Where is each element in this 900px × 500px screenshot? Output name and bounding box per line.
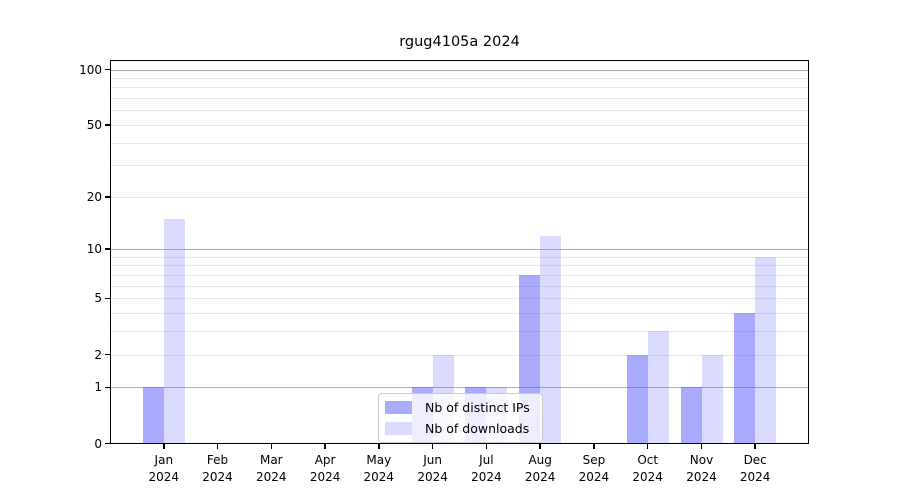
- y-tick-mark: [105, 68, 110, 71]
- y-tick-label: 0: [94, 436, 102, 451]
- bar-downloads: [701, 354, 723, 444]
- plot-area: Nb of distinct IPs Nb of downloads: [110, 60, 809, 444]
- y-tick-label: 1: [94, 380, 102, 395]
- y-tick-label: 50: [86, 117, 102, 132]
- x-tick-label: Jun 2024: [417, 453, 448, 484]
- y-tick-mark: [105, 124, 110, 126]
- y-tick-mark: [105, 386, 110, 389]
- bar-distinct-ips: [626, 354, 648, 444]
- y-tick-mark: [105, 196, 110, 198]
- gridline-minor: [110, 354, 809, 356]
- x-tick-mark: [700, 444, 703, 449]
- x-tick-label: Sep 2024: [578, 453, 610, 484]
- bar-distinct-ips: [734, 313, 756, 444]
- gridline-minor: [110, 196, 809, 198]
- chart-title: rgug4105a 2024: [399, 34, 520, 50]
- x-tick-label: Apr 2024: [309, 453, 341, 484]
- bar-distinct-ips: [680, 387, 702, 444]
- y-tick-label: 20: [86, 189, 102, 204]
- legend-item-distinct-ips: Nb of distinct IPs: [385, 400, 533, 415]
- x-tick-label: Jan 2024: [148, 453, 180, 484]
- legend-label-distinct-ips: Nb of distinct IPs: [425, 400, 530, 415]
- bar-downloads: [540, 235, 562, 444]
- legend: Nb of distinct IPs Nb of downloads: [378, 393, 543, 443]
- gridline-minor: [110, 265, 809, 267]
- x-tick-mark: [431, 444, 434, 449]
- x-tick-mark: [324, 444, 326, 449]
- gridline-major: [110, 387, 809, 389]
- legend-label-downloads: Nb of downloads: [425, 421, 530, 436]
- y-tick-mark: [105, 248, 110, 250]
- x-tick-label: Oct 2024: [632, 453, 663, 484]
- x-tick-mark: [646, 444, 649, 449]
- gridline-major: [110, 69, 809, 71]
- gridline-major: [110, 249, 809, 251]
- gridline-minor: [110, 110, 809, 112]
- x-tick-label: Aug 2024: [524, 453, 556, 484]
- x-tick-mark: [378, 444, 380, 449]
- gridline-minor: [110, 165, 809, 167]
- bar-distinct-ips: [142, 387, 164, 444]
- legend-item-downloads: Nb of downloads: [385, 421, 533, 436]
- gridline-minor: [110, 331, 809, 333]
- bar-downloads: [755, 256, 777, 444]
- legend-swatch-downloads-icon: [385, 422, 412, 435]
- bar-downloads: [647, 331, 669, 444]
- gridline-minor: [110, 77, 809, 79]
- y-tick-label: 10: [86, 242, 102, 257]
- legend-swatch-distinct-ips-icon: [385, 401, 412, 414]
- gridline-minor: [110, 285, 809, 287]
- x-tick-mark: [163, 444, 165, 449]
- gridline-minor: [110, 313, 809, 315]
- bar-downloads: [163, 218, 185, 444]
- x-tick-mark: [593, 444, 595, 449]
- x-tick-mark: [216, 444, 219, 449]
- x-tick-mark: [270, 444, 273, 449]
- gridline-minor: [110, 124, 809, 126]
- y-tick-label: 100: [79, 62, 102, 77]
- y-tick-mark: [105, 353, 110, 356]
- x-tick-label: Nov 2024: [686, 453, 717, 484]
- x-tick-mark: [539, 444, 541, 449]
- x-tick-label: May 2024: [363, 453, 395, 484]
- x-tick-label: Jul 2024: [471, 453, 502, 484]
- y-tick-label: 2: [94, 347, 102, 362]
- y-tick-mark: [105, 442, 110, 445]
- x-tick-mark: [485, 444, 488, 449]
- x-tick-label: Mar 2024: [256, 453, 287, 484]
- gridline-minor: [110, 298, 809, 300]
- x-tick-mark: [754, 444, 756, 449]
- x-tick-label: Dec 2024: [739, 453, 771, 484]
- gridline-minor: [110, 256, 809, 258]
- y-tick-label: 5: [94, 291, 102, 306]
- gridline-minor: [110, 142, 809, 144]
- gridline-minor: [110, 275, 809, 276]
- y-tick-mark: [105, 297, 110, 300]
- x-tick-label: Feb 2024: [202, 453, 233, 484]
- gridline-minor: [110, 87, 809, 89]
- gridline-minor: [110, 98, 809, 100]
